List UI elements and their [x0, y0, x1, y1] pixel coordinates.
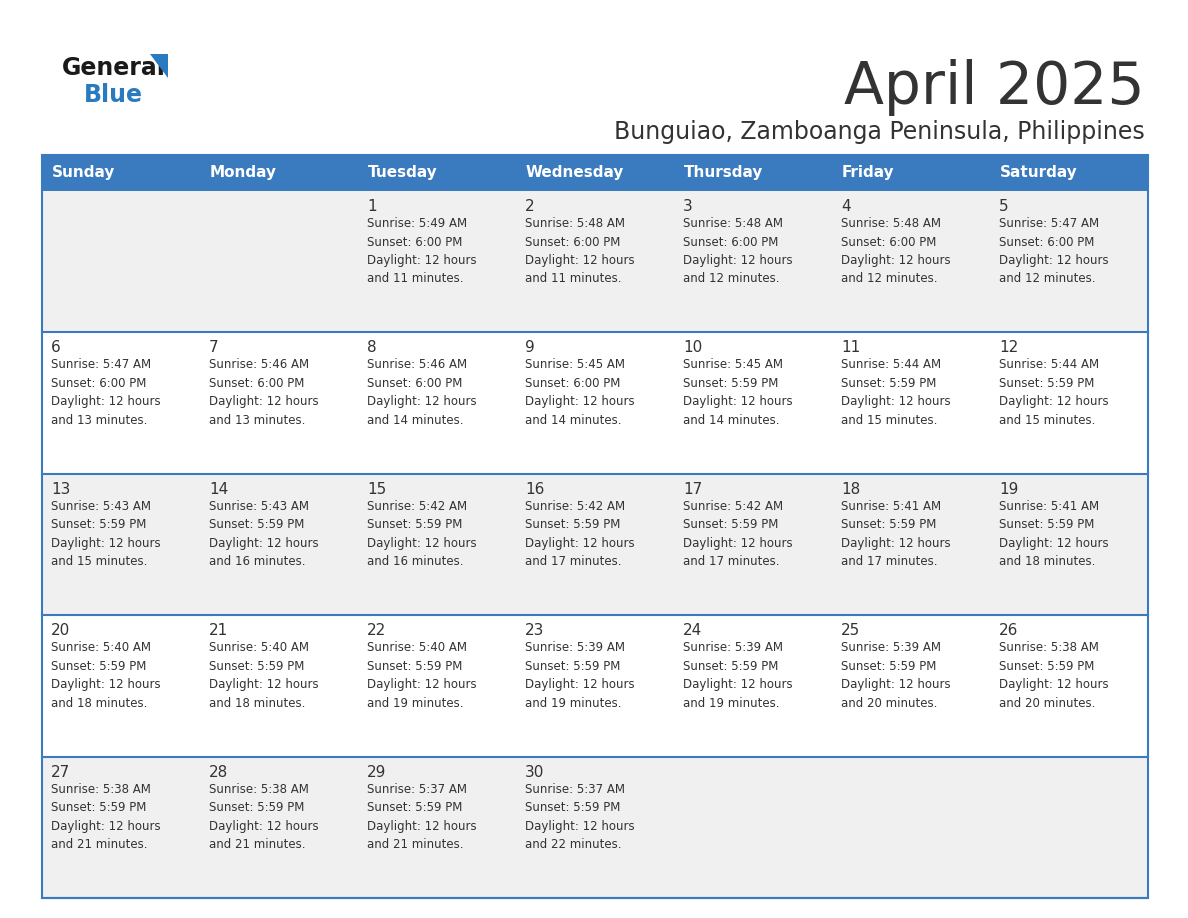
Text: 1: 1 — [367, 199, 377, 214]
Text: 26: 26 — [999, 623, 1018, 638]
Text: 15: 15 — [367, 482, 386, 497]
Text: 12: 12 — [999, 341, 1018, 355]
Text: 9: 9 — [525, 341, 535, 355]
Text: 27: 27 — [51, 765, 70, 779]
Text: 5: 5 — [999, 199, 1009, 214]
Text: Bunguiao, Zamboanga Peninsula, Philippines: Bunguiao, Zamboanga Peninsula, Philippin… — [614, 120, 1145, 144]
Text: Sunrise: 5:40 AM
Sunset: 5:59 PM
Daylight: 12 hours
and 19 minutes.: Sunrise: 5:40 AM Sunset: 5:59 PM Dayligh… — [367, 641, 476, 710]
Text: Sunrise: 5:48 AM
Sunset: 6:00 PM
Daylight: 12 hours
and 12 minutes.: Sunrise: 5:48 AM Sunset: 6:00 PM Dayligh… — [841, 217, 950, 285]
Text: 29: 29 — [367, 765, 386, 779]
Text: Friday: Friday — [842, 165, 895, 181]
Text: Sunrise: 5:44 AM
Sunset: 5:59 PM
Daylight: 12 hours
and 15 minutes.: Sunrise: 5:44 AM Sunset: 5:59 PM Dayligh… — [841, 358, 950, 427]
Text: Sunrise: 5:40 AM
Sunset: 5:59 PM
Daylight: 12 hours
and 18 minutes.: Sunrise: 5:40 AM Sunset: 5:59 PM Dayligh… — [209, 641, 318, 710]
Text: 30: 30 — [525, 765, 544, 779]
Text: Sunrise: 5:43 AM
Sunset: 5:59 PM
Daylight: 12 hours
and 16 minutes.: Sunrise: 5:43 AM Sunset: 5:59 PM Dayligh… — [209, 499, 318, 568]
Text: Sunrise: 5:37 AM
Sunset: 5:59 PM
Daylight: 12 hours
and 22 minutes.: Sunrise: 5:37 AM Sunset: 5:59 PM Dayligh… — [525, 783, 634, 851]
Text: 2: 2 — [525, 199, 535, 214]
Polygon shape — [150, 54, 168, 78]
Text: Saturday: Saturday — [1000, 165, 1078, 181]
Text: Sunrise: 5:41 AM
Sunset: 5:59 PM
Daylight: 12 hours
and 17 minutes.: Sunrise: 5:41 AM Sunset: 5:59 PM Dayligh… — [841, 499, 950, 568]
Text: 11: 11 — [841, 341, 860, 355]
Text: Sunrise: 5:48 AM
Sunset: 6:00 PM
Daylight: 12 hours
and 11 minutes.: Sunrise: 5:48 AM Sunset: 6:00 PM Dayligh… — [525, 217, 634, 285]
Text: Monday: Monday — [210, 165, 277, 181]
Text: Sunrise: 5:42 AM
Sunset: 5:59 PM
Daylight: 12 hours
and 17 minutes.: Sunrise: 5:42 AM Sunset: 5:59 PM Dayligh… — [525, 499, 634, 568]
Text: Sunrise: 5:45 AM
Sunset: 5:59 PM
Daylight: 12 hours
and 14 minutes.: Sunrise: 5:45 AM Sunset: 5:59 PM Dayligh… — [683, 358, 792, 427]
Text: 21: 21 — [209, 623, 228, 638]
Text: 8: 8 — [367, 341, 377, 355]
Text: Sunrise: 5:38 AM
Sunset: 5:59 PM
Daylight: 12 hours
and 20 minutes.: Sunrise: 5:38 AM Sunset: 5:59 PM Dayligh… — [999, 641, 1108, 710]
Text: Sunrise: 5:42 AM
Sunset: 5:59 PM
Daylight: 12 hours
and 17 minutes.: Sunrise: 5:42 AM Sunset: 5:59 PM Dayligh… — [683, 499, 792, 568]
Text: Sunrise: 5:42 AM
Sunset: 5:59 PM
Daylight: 12 hours
and 16 minutes.: Sunrise: 5:42 AM Sunset: 5:59 PM Dayligh… — [367, 499, 476, 568]
Text: 10: 10 — [683, 341, 702, 355]
Text: Sunrise: 5:44 AM
Sunset: 5:59 PM
Daylight: 12 hours
and 15 minutes.: Sunrise: 5:44 AM Sunset: 5:59 PM Dayligh… — [999, 358, 1108, 427]
Text: Sunrise: 5:45 AM
Sunset: 6:00 PM
Daylight: 12 hours
and 14 minutes.: Sunrise: 5:45 AM Sunset: 6:00 PM Dayligh… — [525, 358, 634, 427]
Text: Sunrise: 5:47 AM
Sunset: 6:00 PM
Daylight: 12 hours
and 13 minutes.: Sunrise: 5:47 AM Sunset: 6:00 PM Dayligh… — [51, 358, 160, 427]
Text: Sunrise: 5:46 AM
Sunset: 6:00 PM
Daylight: 12 hours
and 13 minutes.: Sunrise: 5:46 AM Sunset: 6:00 PM Dayligh… — [209, 358, 318, 427]
Text: April 2025: April 2025 — [845, 60, 1145, 117]
Text: 16: 16 — [525, 482, 544, 497]
Bar — [42, 474, 1148, 615]
Text: Sunday: Sunday — [52, 165, 115, 181]
Text: Sunrise: 5:49 AM
Sunset: 6:00 PM
Daylight: 12 hours
and 11 minutes.: Sunrise: 5:49 AM Sunset: 6:00 PM Dayligh… — [367, 217, 476, 285]
Text: Sunrise: 5:39 AM
Sunset: 5:59 PM
Daylight: 12 hours
and 19 minutes.: Sunrise: 5:39 AM Sunset: 5:59 PM Dayligh… — [525, 641, 634, 710]
Text: 3: 3 — [683, 199, 693, 214]
Text: 25: 25 — [841, 623, 860, 638]
Text: 28: 28 — [209, 765, 228, 779]
Text: 19: 19 — [999, 482, 1018, 497]
Text: 6: 6 — [51, 341, 61, 355]
Bar — [42, 332, 1148, 474]
Text: Sunrise: 5:37 AM
Sunset: 5:59 PM
Daylight: 12 hours
and 21 minutes.: Sunrise: 5:37 AM Sunset: 5:59 PM Dayligh… — [367, 783, 476, 851]
Bar — [42, 615, 1148, 756]
Bar — [42, 155, 1148, 898]
Text: 17: 17 — [683, 482, 702, 497]
Text: 22: 22 — [367, 623, 386, 638]
Bar — [42, 191, 1148, 332]
Text: General: General — [62, 56, 166, 80]
Text: 4: 4 — [841, 199, 851, 214]
Text: 14: 14 — [209, 482, 228, 497]
Text: Sunrise: 5:39 AM
Sunset: 5:59 PM
Daylight: 12 hours
and 19 minutes.: Sunrise: 5:39 AM Sunset: 5:59 PM Dayligh… — [683, 641, 792, 710]
Text: Tuesday: Tuesday — [368, 165, 437, 181]
Text: Wednesday: Wednesday — [526, 165, 625, 181]
Text: Sunrise: 5:48 AM
Sunset: 6:00 PM
Daylight: 12 hours
and 12 minutes.: Sunrise: 5:48 AM Sunset: 6:00 PM Dayligh… — [683, 217, 792, 285]
Text: Sunrise: 5:43 AM
Sunset: 5:59 PM
Daylight: 12 hours
and 15 minutes.: Sunrise: 5:43 AM Sunset: 5:59 PM Dayligh… — [51, 499, 160, 568]
Text: Sunrise: 5:47 AM
Sunset: 6:00 PM
Daylight: 12 hours
and 12 minutes.: Sunrise: 5:47 AM Sunset: 6:00 PM Dayligh… — [999, 217, 1108, 285]
Bar — [42, 155, 1148, 191]
Text: 24: 24 — [683, 623, 702, 638]
Text: 23: 23 — [525, 623, 544, 638]
Text: 7: 7 — [209, 341, 219, 355]
Text: 20: 20 — [51, 623, 70, 638]
Text: Sunrise: 5:41 AM
Sunset: 5:59 PM
Daylight: 12 hours
and 18 minutes.: Sunrise: 5:41 AM Sunset: 5:59 PM Dayligh… — [999, 499, 1108, 568]
Text: Sunrise: 5:38 AM
Sunset: 5:59 PM
Daylight: 12 hours
and 21 minutes.: Sunrise: 5:38 AM Sunset: 5:59 PM Dayligh… — [209, 783, 318, 851]
Text: Blue: Blue — [84, 83, 143, 107]
Bar — [42, 756, 1148, 898]
Text: Sunrise: 5:39 AM
Sunset: 5:59 PM
Daylight: 12 hours
and 20 minutes.: Sunrise: 5:39 AM Sunset: 5:59 PM Dayligh… — [841, 641, 950, 710]
Text: Sunrise: 5:40 AM
Sunset: 5:59 PM
Daylight: 12 hours
and 18 minutes.: Sunrise: 5:40 AM Sunset: 5:59 PM Dayligh… — [51, 641, 160, 710]
Text: Sunrise: 5:38 AM
Sunset: 5:59 PM
Daylight: 12 hours
and 21 minutes.: Sunrise: 5:38 AM Sunset: 5:59 PM Dayligh… — [51, 783, 160, 851]
Text: 13: 13 — [51, 482, 70, 497]
Text: Thursday: Thursday — [684, 165, 764, 181]
Text: Sunrise: 5:46 AM
Sunset: 6:00 PM
Daylight: 12 hours
and 14 minutes.: Sunrise: 5:46 AM Sunset: 6:00 PM Dayligh… — [367, 358, 476, 427]
Text: 18: 18 — [841, 482, 860, 497]
